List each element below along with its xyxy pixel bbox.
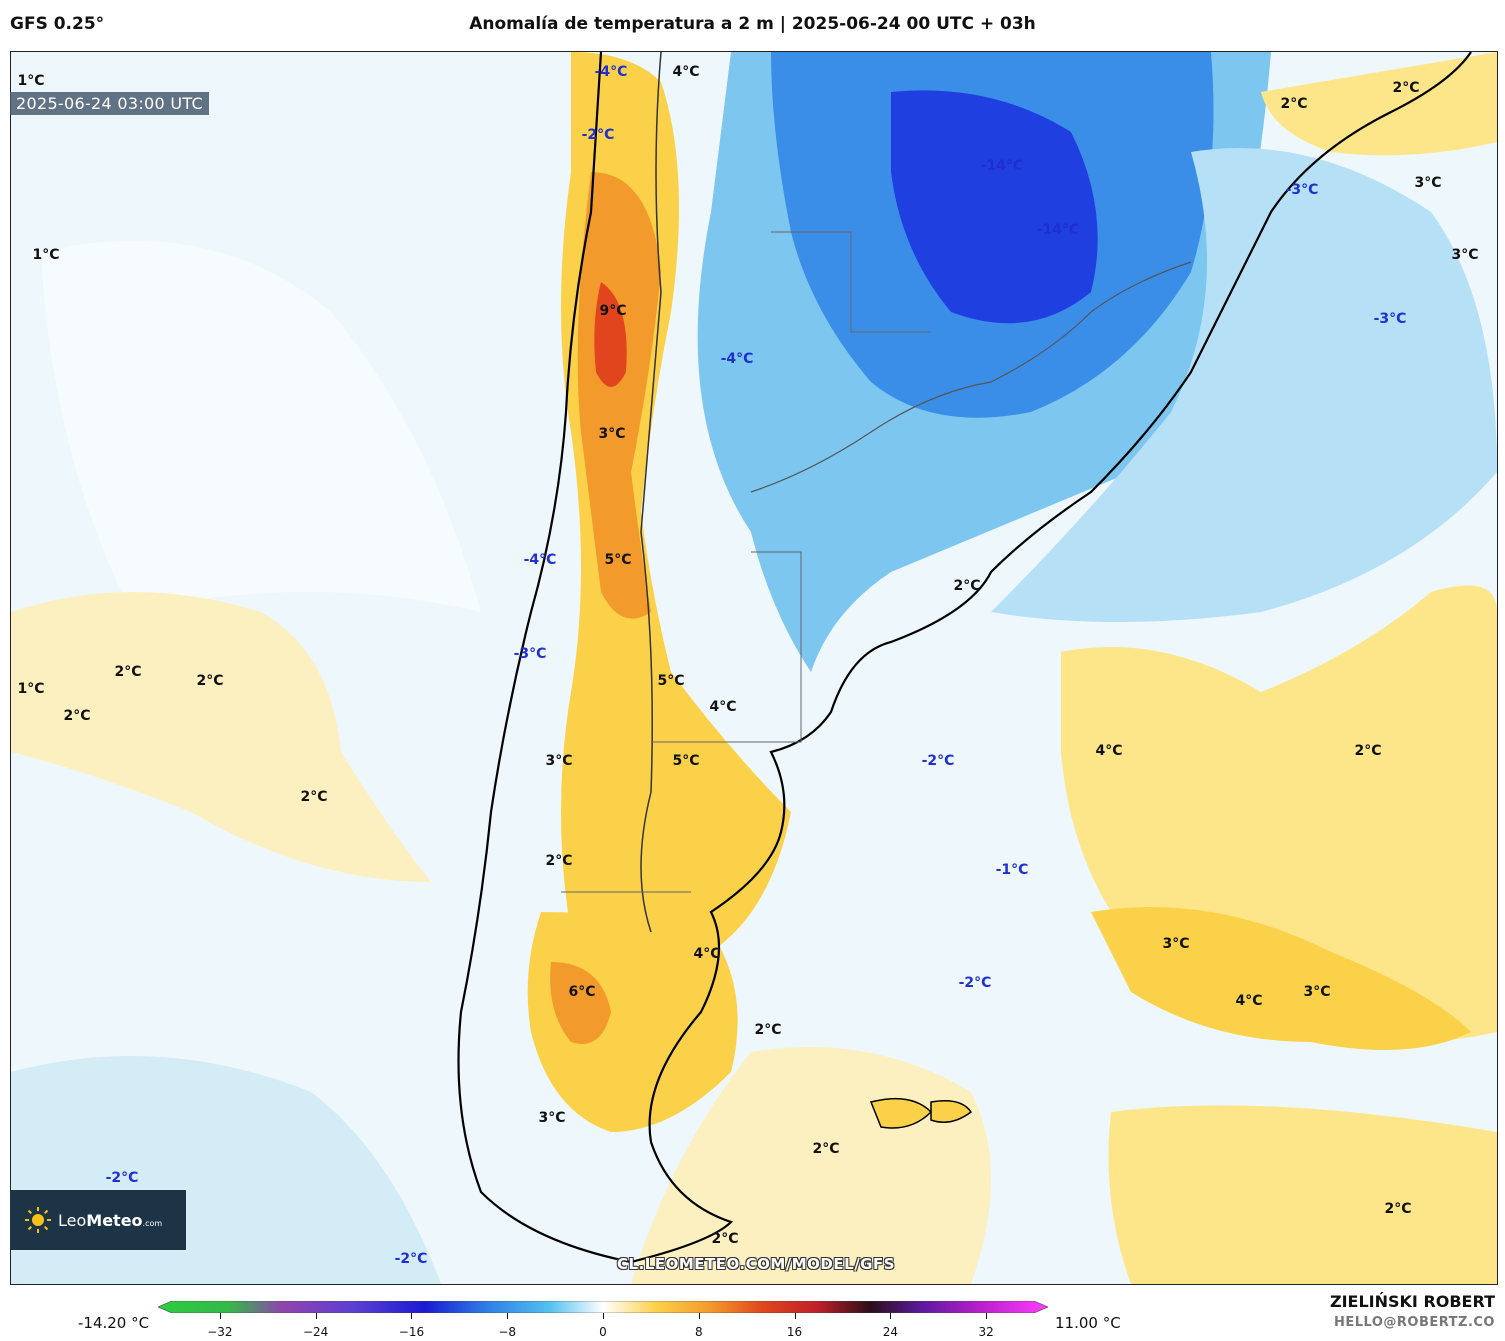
temperature-label: -2°C bbox=[581, 127, 615, 143]
temperature-label: 9°C bbox=[599, 303, 627, 319]
model-name: GFS 0.25° bbox=[10, 14, 105, 34]
temperature-label: 1°C bbox=[32, 247, 60, 263]
map-canvas bbox=[11, 52, 1497, 1284]
neutral-area-pacific bbox=[41, 240, 481, 613]
source-watermark: CL.LEOMETEO.COM/MODEL/GFS bbox=[617, 1255, 896, 1273]
colorbar-tick-mark bbox=[986, 1313, 988, 1319]
temperature-label: 3°C bbox=[1303, 984, 1331, 1000]
temperature-label: -1°C bbox=[995, 862, 1029, 878]
temperature-label: 1°C bbox=[17, 681, 45, 697]
province-border bbox=[771, 231, 931, 333]
colorbar-tick-label: 24 bbox=[882, 1325, 898, 1339]
temperature-label: -2°C bbox=[105, 1170, 139, 1186]
temperature-label: 3°C bbox=[538, 1110, 566, 1126]
temperature-label: 2°C bbox=[63, 708, 91, 724]
temperature-label: 4°C bbox=[1235, 993, 1263, 1009]
temperature-label: 5°C bbox=[657, 673, 685, 689]
falkland-islands bbox=[869, 1097, 973, 1129]
colorbar-tick-label: −32 bbox=[207, 1325, 233, 1339]
temperature-label: 2°C bbox=[812, 1141, 840, 1157]
temperature-label: 2°C bbox=[300, 789, 328, 805]
temperature-label: 3°C bbox=[598, 426, 626, 442]
temperature-label: 2°C bbox=[711, 1231, 739, 1247]
temperature-label: 2°C bbox=[1280, 96, 1308, 112]
warm-anomaly-ne bbox=[1261, 52, 1497, 156]
temperature-label: 2°C bbox=[1354, 743, 1382, 759]
temperature-label: 4°C bbox=[709, 699, 737, 715]
colorbar-tick-mark bbox=[794, 1313, 796, 1319]
sun-icon bbox=[25, 1207, 51, 1233]
temperature-label: 2°C bbox=[754, 1022, 782, 1038]
temperature-label: 6°C bbox=[568, 984, 596, 1000]
temperature-label: -4°C bbox=[523, 552, 557, 568]
cold-anomaly-atlantic bbox=[991, 148, 1497, 622]
temperature-label: 4°C bbox=[672, 64, 700, 80]
temperature-label: 2°C bbox=[953, 578, 981, 594]
colorbar-tick-label: 0 bbox=[599, 1325, 607, 1339]
temperature-label: 4°C bbox=[693, 946, 721, 962]
temperature-label: -3°C bbox=[1285, 182, 1319, 198]
author-email[interactable]: HELLO@ROBERTZ.CO bbox=[1333, 1315, 1495, 1330]
colorbar-tick-label: 16 bbox=[786, 1325, 803, 1339]
colorbar-tick-mark bbox=[698, 1313, 700, 1319]
colorbar-tick-label: 8 bbox=[694, 1325, 703, 1339]
warm-anomaly-se bbox=[1108, 1105, 1497, 1284]
warm-anomaly-patagonia-core bbox=[550, 962, 611, 1044]
temperature-label: 2°C bbox=[114, 664, 142, 680]
colorbar-min-label: -14.20 °C bbox=[78, 1314, 150, 1332]
warm-anomaly-patagonia bbox=[527, 912, 738, 1132]
temperature-label: 3°C bbox=[1451, 247, 1479, 263]
colorbar-tick-mark bbox=[411, 1313, 413, 1319]
temperature-anomaly-map[interactable] bbox=[10, 51, 1498, 1285]
temperature-label: 2°C bbox=[1392, 80, 1420, 96]
temperature-label: 4°C bbox=[1095, 743, 1123, 759]
colorbar bbox=[158, 1301, 1048, 1313]
temperature-label: -4°C bbox=[720, 351, 754, 367]
colorbar-tick-label: 32 bbox=[978, 1325, 994, 1339]
author-credit: ZIELIŃSKI ROBERT bbox=[1329, 1292, 1495, 1311]
temperature-label: -2°C bbox=[958, 975, 992, 991]
map-title: Anomalía de temperatura a 2 m | 2025-06-… bbox=[469, 14, 1036, 34]
colorbar-max-label: 11.00 °C bbox=[1055, 1314, 1121, 1332]
colorbar-tick-mark bbox=[890, 1313, 892, 1319]
colorbar-tick-mark bbox=[507, 1313, 509, 1319]
colorbar-tick-mark bbox=[603, 1313, 604, 1319]
colorbar-tick-mark bbox=[219, 1313, 221, 1319]
internal-border bbox=[750, 261, 1192, 493]
warm-anomaly-atlantic-core bbox=[1091, 907, 1471, 1050]
temperature-label: 3°C bbox=[545, 753, 573, 769]
coastline bbox=[457, 52, 1472, 1264]
temperature-label: -14°C bbox=[980, 158, 1024, 174]
colorbar-tick-mark bbox=[315, 1313, 317, 1319]
warm-anomaly-pacific bbox=[11, 592, 431, 882]
warm-anomaly-andes-core bbox=[577, 172, 661, 619]
province-border bbox=[651, 551, 802, 743]
chile-argentina-border bbox=[640, 52, 662, 933]
temperature-label: 3°C bbox=[1414, 175, 1442, 191]
temperature-label: 2°C bbox=[1384, 1201, 1412, 1217]
temperature-label: -2°C bbox=[921, 753, 955, 769]
leometeo-logo[interactable]: LeoMeteo.com bbox=[10, 1190, 186, 1250]
temperature-label: 3°C bbox=[1162, 936, 1190, 952]
colorbar-tick-label: −24 bbox=[302, 1325, 329, 1339]
valid-time-badge: 2025-06-24 03:00 UTC bbox=[10, 92, 209, 115]
temperature-label: -2°C bbox=[394, 1251, 428, 1267]
temperature-label: -3°C bbox=[513, 646, 547, 662]
colorbar-tick-label: −16 bbox=[398, 1325, 425, 1339]
temperature-label: 1°C bbox=[17, 73, 45, 89]
temperature-label: 5°C bbox=[672, 753, 700, 769]
temperature-label: -4°C bbox=[594, 64, 628, 80]
logo-text: LeoMeteo.com bbox=[58, 1210, 163, 1230]
cold-anomaly-peak bbox=[891, 90, 1098, 324]
colorbar-tick-label: −8 bbox=[498, 1325, 517, 1339]
warm-anomaly-peak bbox=[594, 282, 627, 387]
temperature-label: 2°C bbox=[545, 853, 573, 869]
temperature-label: 2°C bbox=[196, 673, 224, 689]
temperature-label: 5°C bbox=[604, 552, 632, 568]
temperature-label: -3°C bbox=[1373, 311, 1407, 327]
colorbar-ticks: −32 −24 −16 −8 0 8 16 24 32 bbox=[158, 1313, 1048, 1341]
temperature-label: -14°C bbox=[1036, 222, 1080, 238]
